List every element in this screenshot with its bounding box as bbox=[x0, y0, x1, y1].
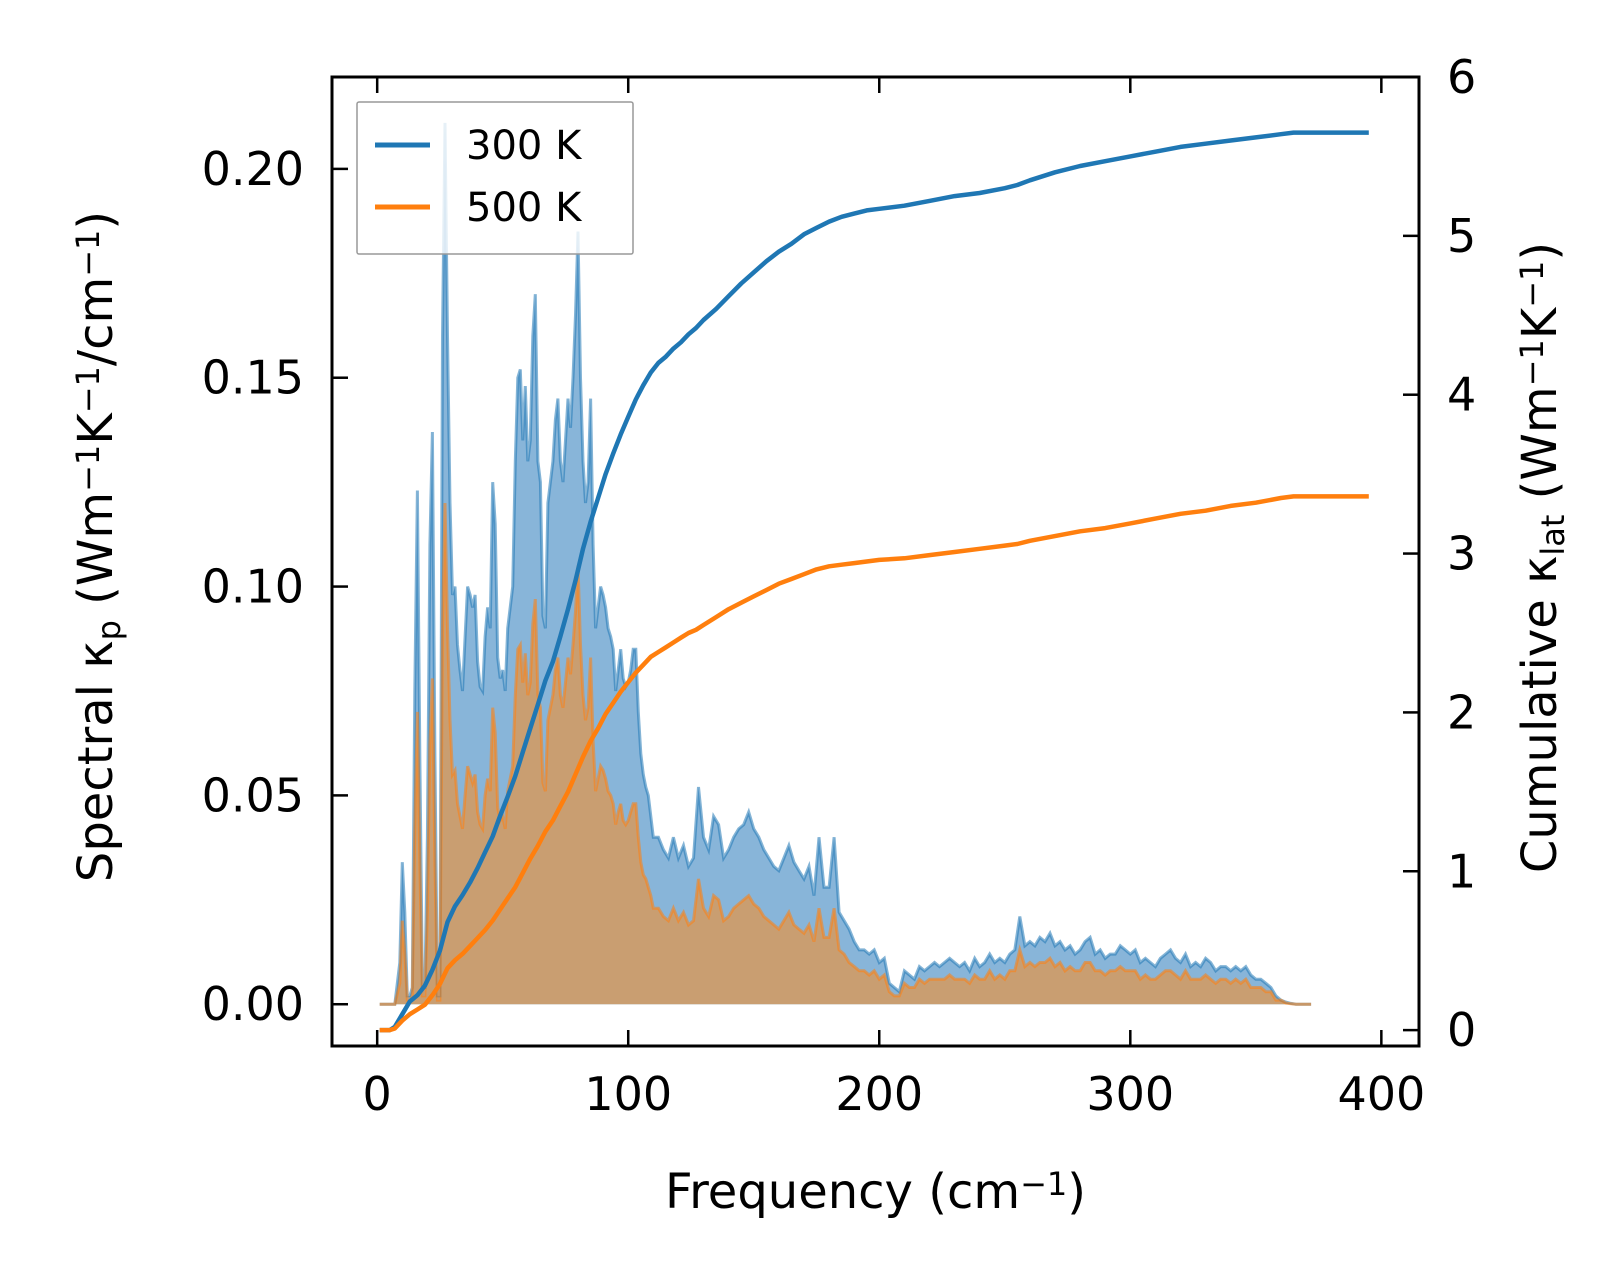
spectral-edge-500k bbox=[379, 502, 1312, 1006]
spectral-fill-500k bbox=[379, 503, 1312, 1005]
y-left-tick-label: 0.15 bbox=[202, 351, 304, 405]
y-left-tick-label: 0.00 bbox=[202, 977, 304, 1031]
y-left-axis-label: Spectral κp (Wm−1K−1/cm−1) bbox=[68, 211, 128, 882]
y-right-tick-label: 6 bbox=[1447, 50, 1476, 104]
spectral-fill-300k bbox=[379, 122, 1312, 1005]
y-right-tick-label: 1 bbox=[1447, 844, 1476, 898]
y-right-tick-label: 5 bbox=[1447, 209, 1476, 263]
y-right-tick-label: 4 bbox=[1447, 368, 1476, 422]
legend-box bbox=[356, 101, 634, 255]
spectral-fills bbox=[379, 122, 1312, 1006]
x-tick-label: 0 bbox=[363, 1067, 392, 1121]
axis-labels: Frequency (cm−1) Spectral κp (Wm−1K−1/cm−… bbox=[68, 211, 1572, 1220]
x-tick-label: 100 bbox=[584, 1067, 672, 1121]
y-right-tick-label: 0 bbox=[1447, 1003, 1476, 1057]
spectral-edge-300k bbox=[379, 122, 1312, 1006]
y-right-axis-label: Cumulative κlat (Wm−1K−1) bbox=[1512, 242, 1572, 873]
legend: 300 K 500 K bbox=[356, 101, 634, 255]
y-left-tick-label: 0.20 bbox=[202, 142, 304, 196]
y-left-tick-label: 0.10 bbox=[202, 560, 304, 614]
y-left-tick-label: 0.05 bbox=[202, 768, 304, 822]
series-lines bbox=[379, 130, 1369, 1033]
x-tick-label: 300 bbox=[1086, 1067, 1174, 1121]
x-tick-label: 400 bbox=[1337, 1067, 1425, 1121]
y-right-tick-label: 3 bbox=[1447, 527, 1476, 581]
y-right-tick-label: 2 bbox=[1447, 685, 1476, 739]
axis-ticks: 0 100 200 300 400 0.00 0.05 0.10 0.15 0.20 0 1 2 3 4 5 6 bbox=[202, 50, 1477, 1121]
legend-label: 300 K bbox=[466, 123, 583, 169]
x-tick-label: 200 bbox=[835, 1067, 923, 1121]
cumulative-line-300k bbox=[379, 130, 1369, 1033]
cumulative-line-500k bbox=[379, 494, 1369, 1033]
x-axis-label: Frequency (cm−1) bbox=[665, 1164, 1086, 1220]
plot-frame bbox=[330, 75, 1421, 1048]
legend-label: 500 K bbox=[466, 185, 583, 231]
